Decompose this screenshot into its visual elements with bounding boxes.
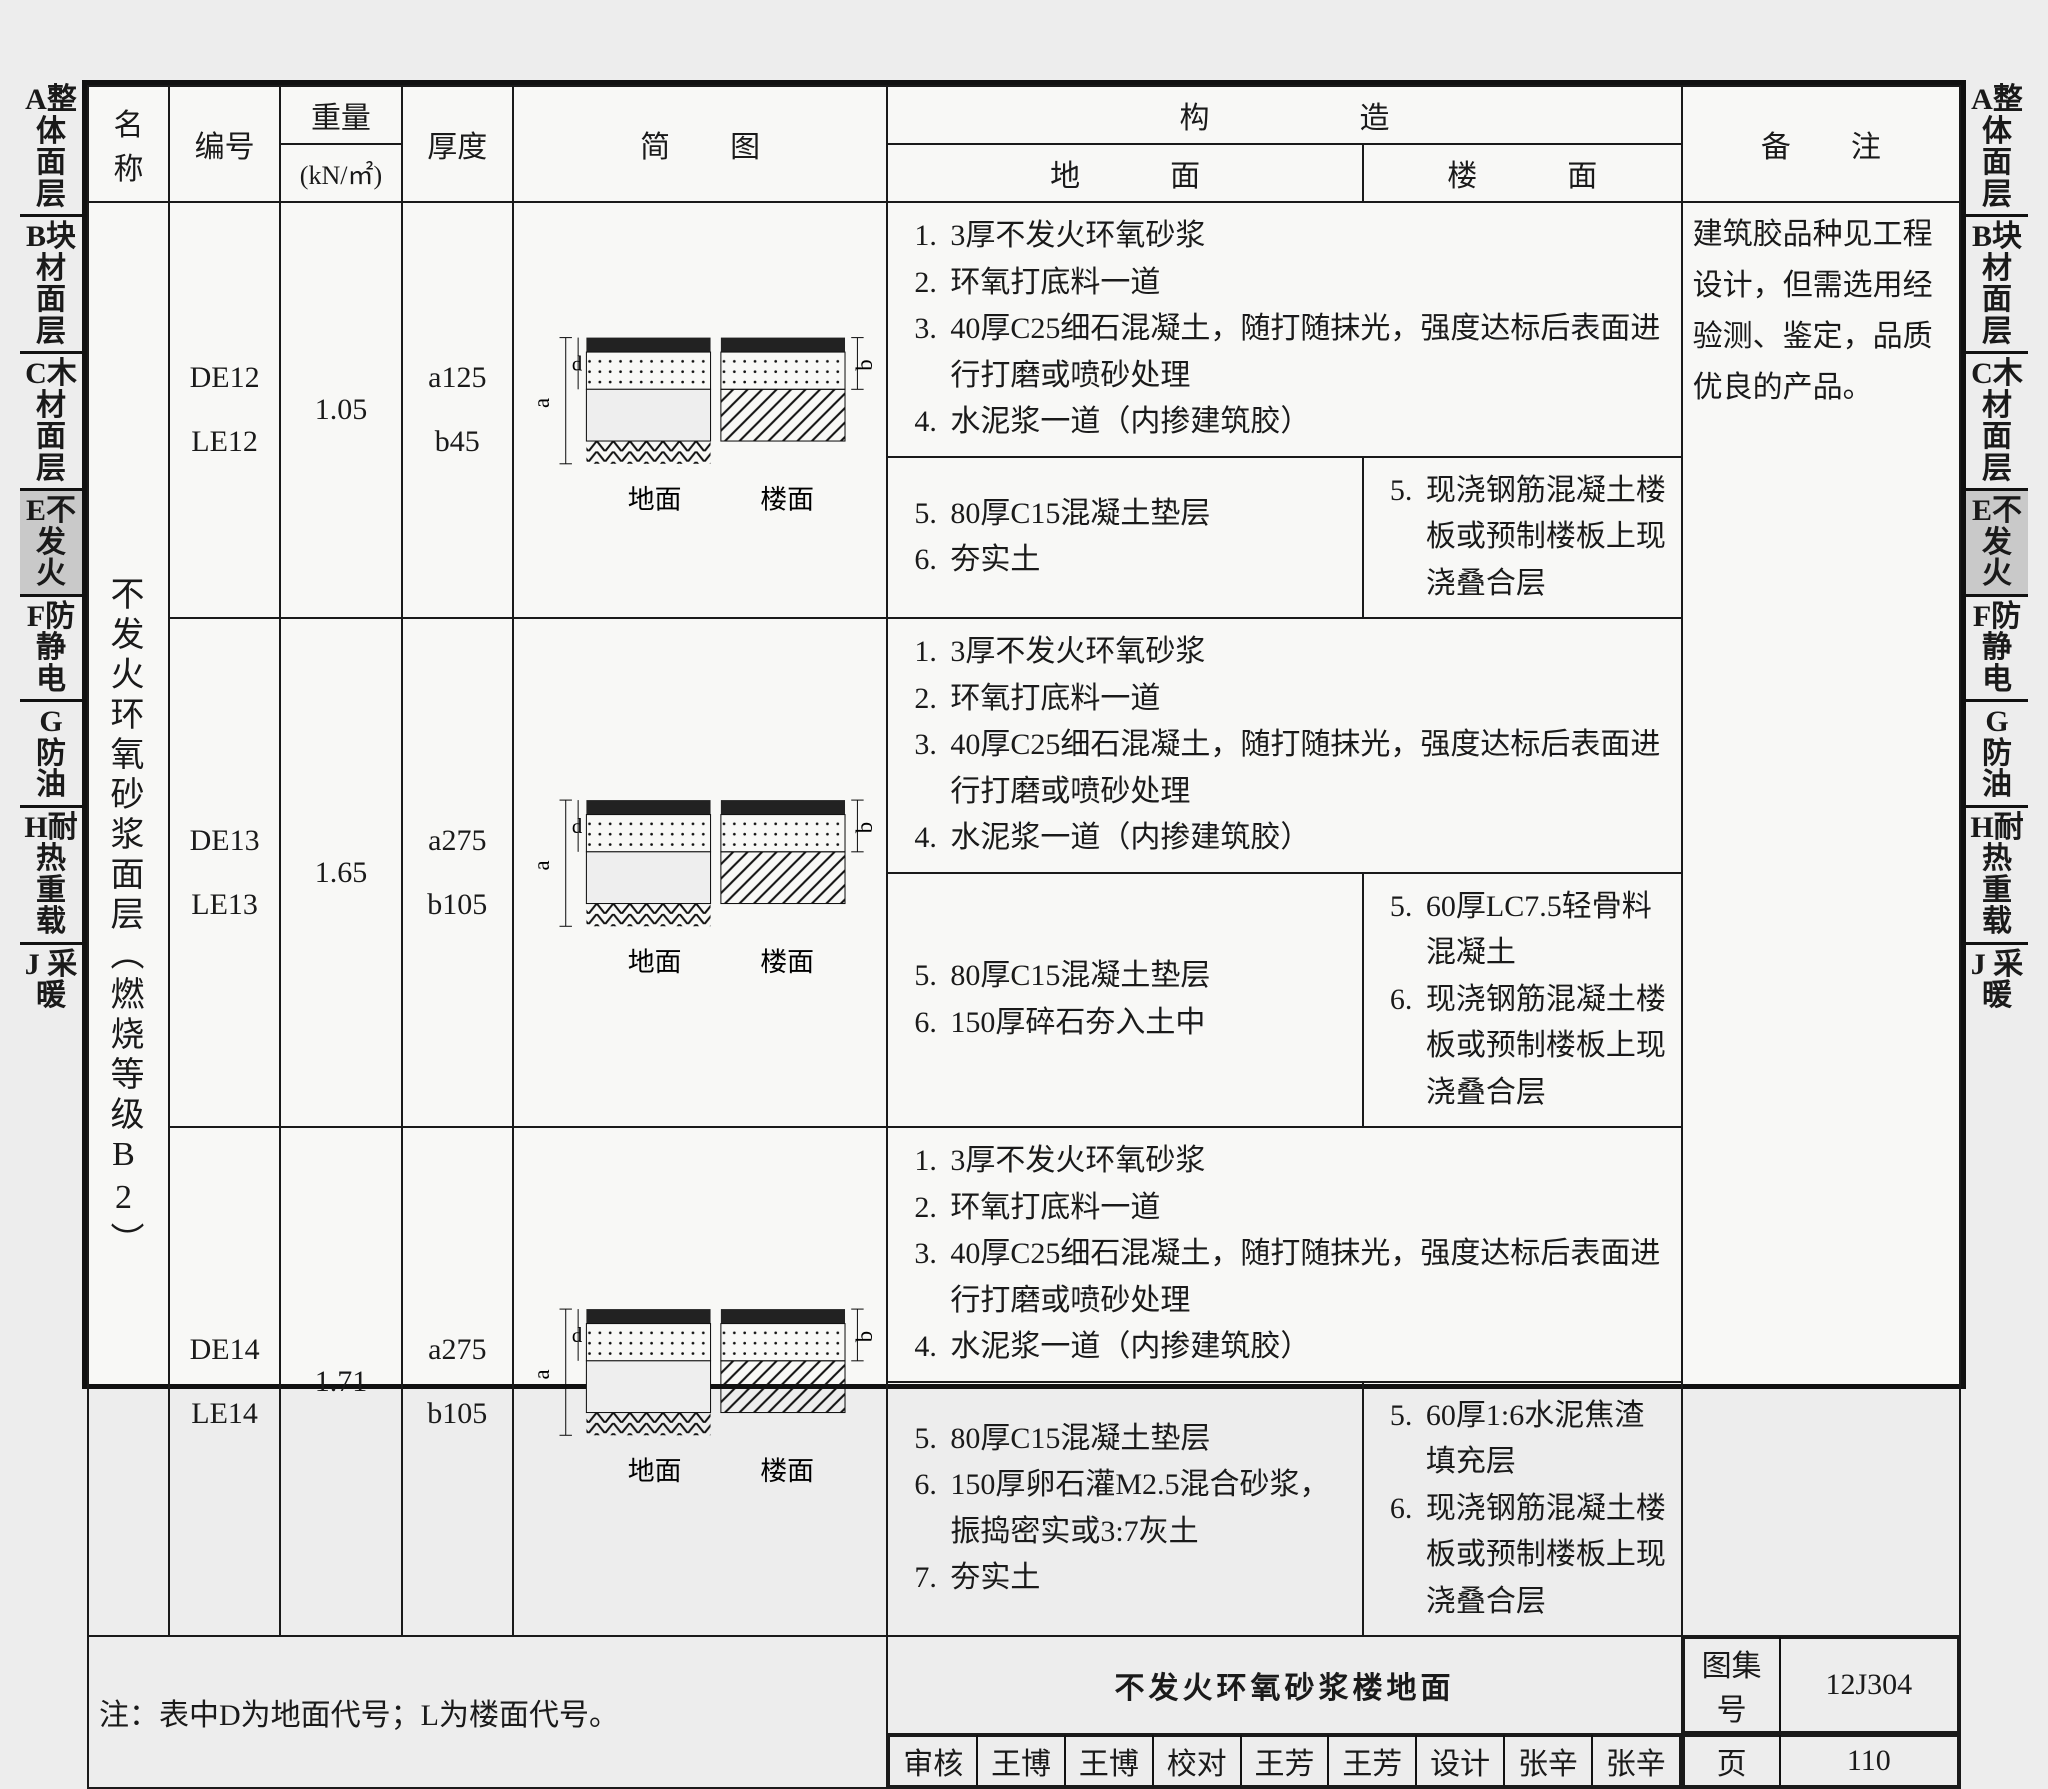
svg-text:b: b	[852, 359, 877, 370]
side-tab-E[interactable]: E不发火	[1966, 488, 2028, 594]
layers-ground: 80厚C15混凝土垫层150厚碎石夯入土中	[887, 873, 1363, 1128]
set-no: 12J304	[1780, 1638, 1958, 1732]
code-cell: DE13LE13	[169, 618, 280, 1127]
hdr-weight-unit: (kN/㎡)	[280, 144, 401, 202]
svg-text:地面: 地面	[628, 484, 682, 514]
layers-common: 3厚不发火环氧砂浆环氧打底料一道40厚C25细石混凝土，随打随抹光，强度达标后表…	[887, 202, 1681, 457]
svg-text:d: d	[572, 1325, 583, 1347]
svg-text:d: d	[572, 354, 583, 376]
hdr-code: 编号	[169, 86, 280, 202]
sheet-title: 不发火环氧砂浆楼地面	[887, 1636, 1681, 1734]
hdr-name: 名称	[88, 86, 169, 202]
svg-text:a: a	[529, 860, 554, 870]
thickness-cell: a275b105	[402, 1127, 513, 1636]
diagram-cell: a d b 地面 楼面	[513, 618, 887, 1127]
side-tabs-left: A整体面层B块材面层C木材面层E不发火F防静电G 防 油H耐热重载J 采 暖	[20, 80, 82, 1389]
review-sig: 王博	[1065, 1736, 1153, 1786]
svg-text:a: a	[529, 398, 554, 408]
section-diagram: a d b 地面 楼面	[514, 1128, 886, 1635]
side-tab-A[interactable]: A整体面层	[20, 80, 82, 214]
side-tab-E[interactable]: E不发火	[20, 488, 82, 594]
diagram-cell: a d b 地面 楼面	[513, 1127, 887, 1636]
side-tab-G[interactable]: G 防 油	[1966, 699, 2028, 805]
svg-text:d: d	[572, 816, 583, 838]
layers-floor: 现浇钢筋混凝土楼板或预制楼板上现浇叠合层	[1363, 457, 1682, 619]
page-label: 页	[1684, 1736, 1780, 1786]
side-tab-F[interactable]: F防静电	[20, 594, 82, 700]
hdr-construction: 构 造	[887, 86, 1681, 144]
side-tab-B[interactable]: B块材面层	[1966, 214, 2028, 351]
review-name: 王博	[977, 1736, 1065, 1786]
layers-floor: 60厚LC7.5轻骨料混凝土现浇钢筋混凝土楼板或预制楼板上现浇叠合层	[1363, 873, 1682, 1128]
svg-text:楼面: 楼面	[760, 1456, 814, 1486]
layers-common: 3厚不发火环氧砂浆环氧打底料一道40厚C25细石混凝土，随打随抹光，强度达标后表…	[887, 1127, 1681, 1382]
side-tab-C[interactable]: C木材面层	[20, 351, 82, 488]
thickness-cell: a125b45	[402, 202, 513, 618]
side-tab-F[interactable]: F防静电	[1966, 594, 2028, 700]
hdr-ground: 地 面	[887, 144, 1363, 202]
svg-text:楼面: 楼面	[760, 947, 814, 977]
svg-text:b: b	[852, 822, 877, 833]
svg-text:b: b	[852, 1331, 877, 1342]
side-tabs-right: A整体面层B块材面层C木材面层E不发火F防静电G 防 油H耐热重载J 采 暖	[1966, 80, 2028, 1389]
design-label: 设计	[1416, 1736, 1504, 1786]
footnote: 注：表中D为地面代号；L为楼面代号。	[88, 1636, 887, 1788]
check-label: 校对	[1153, 1736, 1241, 1786]
side-tab-G[interactable]: G 防 油	[20, 699, 82, 805]
section-diagram: a d b 地面 楼面	[514, 619, 886, 1126]
svg-text:a: a	[529, 1369, 554, 1379]
check-sig: 王芳	[1328, 1736, 1416, 1786]
side-tab-H[interactable]: H耐热重载	[20, 805, 82, 942]
side-tab-H[interactable]: H耐热重载	[1966, 805, 2028, 942]
weight-cell: 1.65	[280, 618, 401, 1127]
diagram-cell: a d b 地面 楼面	[513, 202, 887, 618]
svg-text:地面: 地面	[628, 947, 682, 977]
layers-common: 3厚不发火环氧砂浆环氧打底料一道40厚C25细石混凝土，随打随抹光，强度达标后表…	[887, 618, 1681, 873]
category-name: 不发火环氧砂浆面层（燃烧等级B2）	[99, 576, 148, 1262]
side-tab-C[interactable]: C木材面层	[1966, 351, 2028, 488]
layers-ground: 80厚C15混凝土垫层夯实土	[887, 457, 1363, 619]
code-cell: DE12LE12	[169, 202, 280, 618]
page: A整体面层B块材面层C木材面层E不发火F防静电G 防 油H耐热重载J 采 暖 名…	[0, 0, 2048, 1469]
design-name: 张辛	[1504, 1736, 1592, 1786]
side-tab-B[interactable]: B块材面层	[20, 214, 82, 351]
layers-ground: 80厚C15混凝土垫层150厚卵石灌M2.5混合砂浆，振捣密实或3:7灰土夯实土	[887, 1382, 1363, 1637]
thickness-cell: a275b105	[402, 618, 513, 1127]
hdr-diagram: 简 图	[513, 86, 887, 202]
weight-cell: 1.71	[280, 1127, 401, 1636]
hdr-remark: 备 注	[1682, 86, 1960, 202]
side-tab-J[interactable]: J 采 暖	[1966, 942, 2028, 1016]
hdr-floor: 楼 面	[1363, 144, 1682, 202]
drawing-sheet: 名称 编号 重量 厚度 简 图 构 造 备 注 (kN/㎡) 地 面 楼 面 不…	[82, 80, 1966, 1389]
set-label: 图集号	[1684, 1638, 1780, 1732]
remark-cell: 建筑胶品种见工程设计，但需选用经验测、鉴定，品质优良的产品。	[1682, 202, 1960, 1636]
layers-floor: 60厚1:6水泥焦渣填充层现浇钢筋混凝土楼板或预制楼板上现浇叠合层	[1363, 1382, 1682, 1637]
svg-text:楼面: 楼面	[760, 484, 814, 514]
design-sig: 张辛	[1592, 1736, 1680, 1786]
weight-cell: 1.05	[280, 202, 401, 618]
hdr-thickness: 厚度	[402, 86, 513, 202]
side-tab-A[interactable]: A整体面层	[1966, 80, 2028, 214]
code-cell: DE14LE14	[169, 1127, 280, 1636]
svg-text:地面: 地面	[628, 1456, 682, 1486]
spec-table: 名称 编号 重量 厚度 简 图 构 造 备 注 (kN/㎡) 地 面 楼 面 不…	[87, 85, 1961, 1789]
side-tab-J[interactable]: J 采 暖	[20, 942, 82, 1016]
check-name: 王芳	[1241, 1736, 1329, 1786]
review-label: 审核	[889, 1736, 977, 1786]
section-diagram: a d b 地面 楼面	[514, 203, 886, 617]
hdr-weight: 重量	[280, 86, 401, 144]
page-no: 110	[1780, 1736, 1958, 1786]
